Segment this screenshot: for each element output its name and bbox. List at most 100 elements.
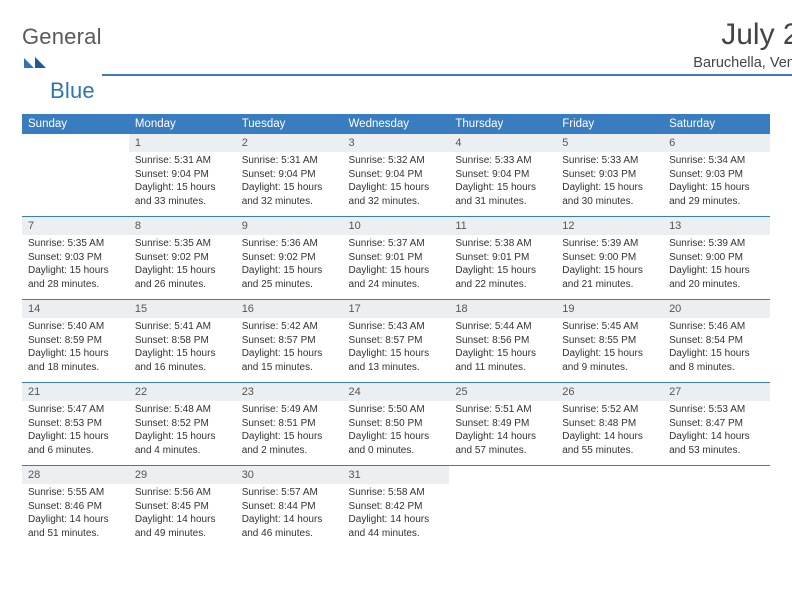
sunrise-text: Sunrise: 5:31 AM — [135, 154, 230, 168]
sunrise-text: Sunrise: 5:39 AM — [562, 237, 657, 251]
sunset-text: Sunset: 8:55 PM — [562, 334, 657, 348]
day-number-cell: 7 — [22, 217, 129, 235]
daylight-text-1: Daylight: 15 hours — [28, 430, 123, 444]
day-body-cell: Sunrise: 5:31 AMSunset: 9:04 PMDaylight:… — [129, 152, 236, 217]
day-number-cell: 13 — [663, 217, 770, 235]
day-body-cell: Sunrise: 5:49 AMSunset: 8:51 PMDaylight:… — [236, 401, 343, 466]
daylight-text-1: Daylight: 15 hours — [455, 181, 550, 195]
sunrise-text: Sunrise: 5:50 AM — [349, 403, 444, 417]
sunset-text: Sunset: 8:53 PM — [28, 417, 123, 431]
sunrise-text: Sunrise: 5:34 AM — [669, 154, 764, 168]
daylight-text-2: and 55 minutes. — [562, 444, 657, 458]
day-number-cell: 22 — [129, 383, 236, 401]
daylight-text-2: and 11 minutes. — [455, 361, 550, 375]
day-body-cell: Sunrise: 5:55 AMSunset: 8:46 PMDaylight:… — [22, 484, 129, 548]
day-number-cell — [22, 134, 129, 152]
day-body-row: Sunrise: 5:31 AMSunset: 9:04 PMDaylight:… — [22, 152, 770, 217]
sunset-text: Sunset: 9:03 PM — [562, 168, 657, 182]
sunrise-text: Sunrise: 5:35 AM — [28, 237, 123, 251]
day-number-row: 28293031 — [22, 466, 770, 484]
daylight-text-2: and 20 minutes. — [669, 278, 764, 292]
sunrise-text: Sunrise: 5:52 AM — [562, 403, 657, 417]
sunrise-text: Sunrise: 5:41 AM — [135, 320, 230, 334]
day-number-cell: 20 — [663, 300, 770, 318]
day-number-cell: 19 — [556, 300, 663, 318]
title-block: July 2024 Baruchella, Veneto, Italy — [102, 18, 792, 76]
day-number-cell: 4 — [449, 134, 556, 152]
sunrise-text: Sunrise: 5:33 AM — [455, 154, 550, 168]
day-number-cell — [449, 466, 556, 484]
sunrise-text: Sunrise: 5:40 AM — [28, 320, 123, 334]
sunset-text: Sunset: 9:01 PM — [349, 251, 444, 265]
day-body-cell: Sunrise: 5:33 AMSunset: 9:04 PMDaylight:… — [449, 152, 556, 217]
day-body-row: Sunrise: 5:35 AMSunset: 9:03 PMDaylight:… — [22, 235, 770, 300]
sunrise-text: Sunrise: 5:53 AM — [669, 403, 764, 417]
daylight-text-1: Daylight: 14 hours — [669, 430, 764, 444]
sunrise-text: Sunrise: 5:44 AM — [455, 320, 550, 334]
day-body-cell: Sunrise: 5:38 AMSunset: 9:01 PMDaylight:… — [449, 235, 556, 300]
sunset-text: Sunset: 8:42 PM — [349, 500, 444, 514]
day-body-cell: Sunrise: 5:51 AMSunset: 8:49 PMDaylight:… — [449, 401, 556, 466]
day-body-cell: Sunrise: 5:35 AMSunset: 9:02 PMDaylight:… — [129, 235, 236, 300]
logo-text-blue: Blue — [50, 78, 95, 103]
logo-text-general: General — [22, 24, 102, 49]
day-body-cell: Sunrise: 5:35 AMSunset: 9:03 PMDaylight:… — [22, 235, 129, 300]
sunrise-text: Sunrise: 5:33 AM — [562, 154, 657, 168]
sunset-text: Sunset: 8:45 PM — [135, 500, 230, 514]
daylight-text-1: Daylight: 15 hours — [349, 181, 444, 195]
day-number-cell: 1 — [129, 134, 236, 152]
daylight-text-1: Daylight: 14 hours — [28, 513, 123, 527]
sunset-text: Sunset: 8:56 PM — [455, 334, 550, 348]
daylight-text-2: and 9 minutes. — [562, 361, 657, 375]
day-number-cell: 27 — [663, 383, 770, 401]
daylight-text-2: and 32 minutes. — [242, 195, 337, 209]
day-number-cell: 24 — [343, 383, 450, 401]
daylight-text-2: and 18 minutes. — [28, 361, 123, 375]
day-header: Monday — [129, 114, 236, 134]
day-header: Friday — [556, 114, 663, 134]
sunrise-text: Sunrise: 5:58 AM — [349, 486, 444, 500]
logo: General Blue — [22, 24, 102, 104]
day-number-row: 78910111213 — [22, 217, 770, 235]
sunset-text: Sunset: 8:52 PM — [135, 417, 230, 431]
sunset-text: Sunset: 9:03 PM — [669, 168, 764, 182]
daylight-text-2: and 31 minutes. — [455, 195, 550, 209]
sunset-text: Sunset: 9:00 PM — [669, 251, 764, 265]
daylight-text-1: Daylight: 15 hours — [669, 264, 764, 278]
daylight-text-2: and 0 minutes. — [349, 444, 444, 458]
sunset-text: Sunset: 8:50 PM — [349, 417, 444, 431]
day-body-cell: Sunrise: 5:50 AMSunset: 8:50 PMDaylight:… — [343, 401, 450, 466]
sunset-text: Sunset: 9:04 PM — [455, 168, 550, 182]
daylight-text-2: and 4 minutes. — [135, 444, 230, 458]
day-body-cell — [556, 484, 663, 548]
day-body-cell — [449, 484, 556, 548]
daylight-text-1: Daylight: 15 hours — [242, 430, 337, 444]
daylight-text-1: Daylight: 14 hours — [455, 430, 550, 444]
day-body-cell: Sunrise: 5:32 AMSunset: 9:04 PMDaylight:… — [343, 152, 450, 217]
day-header-row: SundayMondayTuesdayWednesdayThursdayFrid… — [22, 114, 770, 134]
daylight-text-2: and 49 minutes. — [135, 527, 230, 541]
daylight-text-1: Daylight: 15 hours — [562, 181, 657, 195]
day-number-row: 123456 — [22, 134, 770, 152]
sunset-text: Sunset: 8:49 PM — [455, 417, 550, 431]
daylight-text-2: and 51 minutes. — [28, 527, 123, 541]
daylight-text-1: Daylight: 15 hours — [349, 264, 444, 278]
day-header: Tuesday — [236, 114, 343, 134]
sunset-text: Sunset: 9:04 PM — [349, 168, 444, 182]
day-number-cell: 16 — [236, 300, 343, 318]
day-number-row: 21222324252627 — [22, 383, 770, 401]
daylight-text-2: and 15 minutes. — [242, 361, 337, 375]
day-body-cell: Sunrise: 5:44 AMSunset: 8:56 PMDaylight:… — [449, 318, 556, 383]
daylight-text-1: Daylight: 15 hours — [242, 181, 337, 195]
sunrise-text: Sunrise: 5:51 AM — [455, 403, 550, 417]
sunrise-text: Sunrise: 5:56 AM — [135, 486, 230, 500]
sunset-text: Sunset: 9:02 PM — [242, 251, 337, 265]
logo-flag-icon — [24, 50, 46, 76]
daylight-text-1: Daylight: 14 hours — [562, 430, 657, 444]
sunrise-text: Sunrise: 5:47 AM — [28, 403, 123, 417]
day-number-cell: 17 — [343, 300, 450, 318]
sunrise-text: Sunrise: 5:57 AM — [242, 486, 337, 500]
daylight-text-1: Daylight: 15 hours — [135, 181, 230, 195]
day-number-cell: 2 — [236, 134, 343, 152]
day-body-cell: Sunrise: 5:36 AMSunset: 9:02 PMDaylight:… — [236, 235, 343, 300]
